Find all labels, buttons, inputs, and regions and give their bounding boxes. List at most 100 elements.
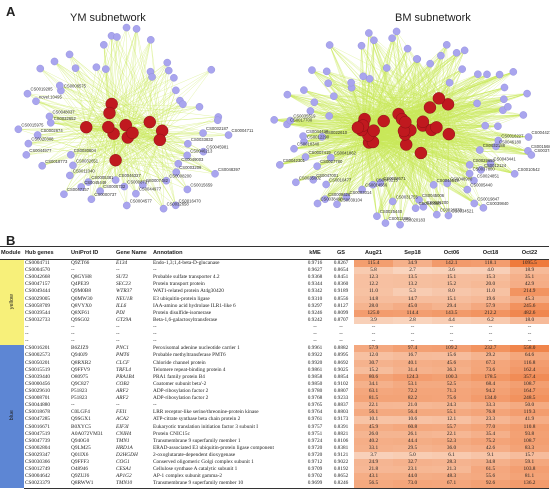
oct18-cell: 76.8 xyxy=(471,409,510,417)
table-row: CS0039440 O80975 PRA1B4 PRA1 family protein… xyxy=(0,373,549,381)
ym-node xyxy=(36,64,45,73)
ym-node xyxy=(69,161,77,170)
aug21-cell: 40.2 xyxy=(354,437,393,445)
hub-gene-cell: CS0030366 xyxy=(25,459,51,466)
gs-cell: 0.9233 xyxy=(333,395,349,402)
ym-edge xyxy=(111,36,118,104)
ym-node-label: CS0007482 xyxy=(146,178,169,183)
aug21-cell: 21.8 xyxy=(354,466,393,474)
oct18-cell: 33.3 xyxy=(471,402,510,410)
bm-node-label: CS0039104 xyxy=(340,197,363,202)
kme-cell: 0.9368 xyxy=(307,274,323,281)
table-row: CS0029005 Q0MW30 NEU1B E3 ubiquitin-protein… xyxy=(0,295,549,303)
ym-edge xyxy=(115,28,137,161)
annotation-cell: LRR receptor-like serine/threonine-prote… xyxy=(153,409,259,416)
hub-gene-cell: CS0047739 xyxy=(25,437,51,444)
ym-edge xyxy=(115,160,177,173)
ym-edge xyxy=(86,127,116,161)
module-yellow-cell: yellow xyxy=(0,259,24,346)
oct18-cell: 134.0 xyxy=(471,395,510,403)
ym-node xyxy=(172,168,181,176)
bm-edge xyxy=(326,144,407,185)
bm-node xyxy=(299,132,307,140)
ym-node-label: CS0002674 xyxy=(41,128,64,133)
gs-cell: 0.8652 xyxy=(333,473,349,480)
table-header-row: Module Hub genes UniProt ID Gene Name An… xyxy=(0,246,549,260)
table-row: CS0030366 Q9FFF3 COG1 Conserved oligomeric … xyxy=(0,459,549,467)
ym-node xyxy=(60,190,68,199)
bm-node xyxy=(392,27,401,36)
hub-gene-cell: CS0032733 xyxy=(25,316,51,323)
ym-node xyxy=(23,89,32,98)
bm-node xyxy=(415,196,423,204)
hub-gene-cell: CS0042668 xyxy=(25,274,51,281)
bm-node xyxy=(292,178,300,187)
ym-node-label: CS0048397 xyxy=(218,167,241,172)
ym-node xyxy=(199,147,208,156)
ym-edge xyxy=(81,133,114,188)
table-row: CS0004570 -- -- -- 0.9627 0.8654 5.8 2.7 3.6 4.0 1… xyxy=(0,267,549,275)
oct22-cell: 108.7 xyxy=(510,437,549,445)
gene-name-cell: AP1G2 xyxy=(116,473,132,480)
gene-name-cell: ACA2 xyxy=(116,416,129,423)
ym-edge xyxy=(28,139,160,144)
oct06-cell: 45.6 xyxy=(432,359,471,367)
gene-name-cell: PRA1B4 xyxy=(116,373,135,380)
aug21-cell: 80.6 xyxy=(354,373,393,381)
ym-edge xyxy=(40,68,87,128)
sep18-cell: 26.1 xyxy=(393,430,432,438)
ym-edge xyxy=(162,130,204,152)
sep18-cell: 34.9 xyxy=(393,259,432,268)
oct22-cell: 164.7 xyxy=(510,387,549,396)
bm-node xyxy=(322,180,330,189)
sep18-cell: 21.0 xyxy=(393,402,432,410)
sep18-cell: -- xyxy=(410,324,415,331)
oct06-cell: -- xyxy=(449,338,454,345)
bm-edge xyxy=(304,141,407,145)
bm-node xyxy=(318,133,326,141)
table-row: CS0032733 Q9SG02 GT29A Beta-1,6-galactosylt… xyxy=(0,316,549,324)
aug21-cell: 11.0 xyxy=(354,288,393,296)
ym-node-label: CS0015659 xyxy=(190,182,213,187)
ym-edge xyxy=(162,130,204,134)
hub-gene-cell: CS0008701 xyxy=(25,395,51,402)
hub-gene-table-container: Module Hub genes UniProt ID Gene Name An… xyxy=(0,246,550,489)
table-row: CS0050201 Q8RXR2 CLCF Chloride channel prot… xyxy=(0,359,549,367)
aug21-cell: 57.9 xyxy=(354,345,393,353)
gs-cell: 0.8707 xyxy=(333,316,349,323)
bm-node xyxy=(270,116,278,124)
bm-node xyxy=(492,142,500,151)
ym-node xyxy=(171,201,180,210)
aug21-cell: 15.2 xyxy=(354,366,393,374)
table-row: CS0047739 Q940G0 TMN1 Transmembrane 9 super… xyxy=(0,437,549,445)
oct06-cell: 109.2 xyxy=(432,345,471,353)
bm-node-label: CS0018340 xyxy=(297,142,320,147)
bm-node-label: CS0031755 xyxy=(396,194,419,199)
bm-edge xyxy=(448,104,524,116)
ym-node xyxy=(211,169,219,178)
gene-name-cell: CNIH4 xyxy=(116,430,132,437)
bm-node-label: CS0043215 xyxy=(376,178,399,183)
bm-edge xyxy=(362,48,408,126)
bm-node xyxy=(396,220,404,229)
sep18-cell: 13.5 xyxy=(393,274,432,282)
kme-cell: 0.9310 xyxy=(307,295,323,302)
hub-gene-cell: CS0047285 xyxy=(25,416,51,423)
gene-name-cell: WTR37 xyxy=(116,288,132,295)
bm-node xyxy=(413,55,421,63)
bm-node xyxy=(333,200,341,209)
hub-gene-cell: CS0000456 xyxy=(25,380,51,387)
kme-cell: 0.9780 xyxy=(307,388,323,395)
ym-node-label: CS0046213 xyxy=(190,148,213,153)
gene-name-cell: TMN1 xyxy=(116,437,130,444)
oct18-cell: 6.2 xyxy=(471,316,510,324)
gene-name-cell: TMN10 xyxy=(115,480,152,489)
gene-name-cell: ARF2 xyxy=(116,388,129,395)
oct18-cell: 19.6 xyxy=(471,295,510,303)
bm-node xyxy=(365,29,373,37)
oct06-cell: -- xyxy=(449,331,454,338)
annotation-cell: Transmembrane 9 superfamily member 1 xyxy=(153,437,241,444)
aug21-cell: 12.3 xyxy=(354,274,393,282)
annotation-cell: -- xyxy=(153,338,157,345)
panel-a-label: A xyxy=(6,4,16,19)
